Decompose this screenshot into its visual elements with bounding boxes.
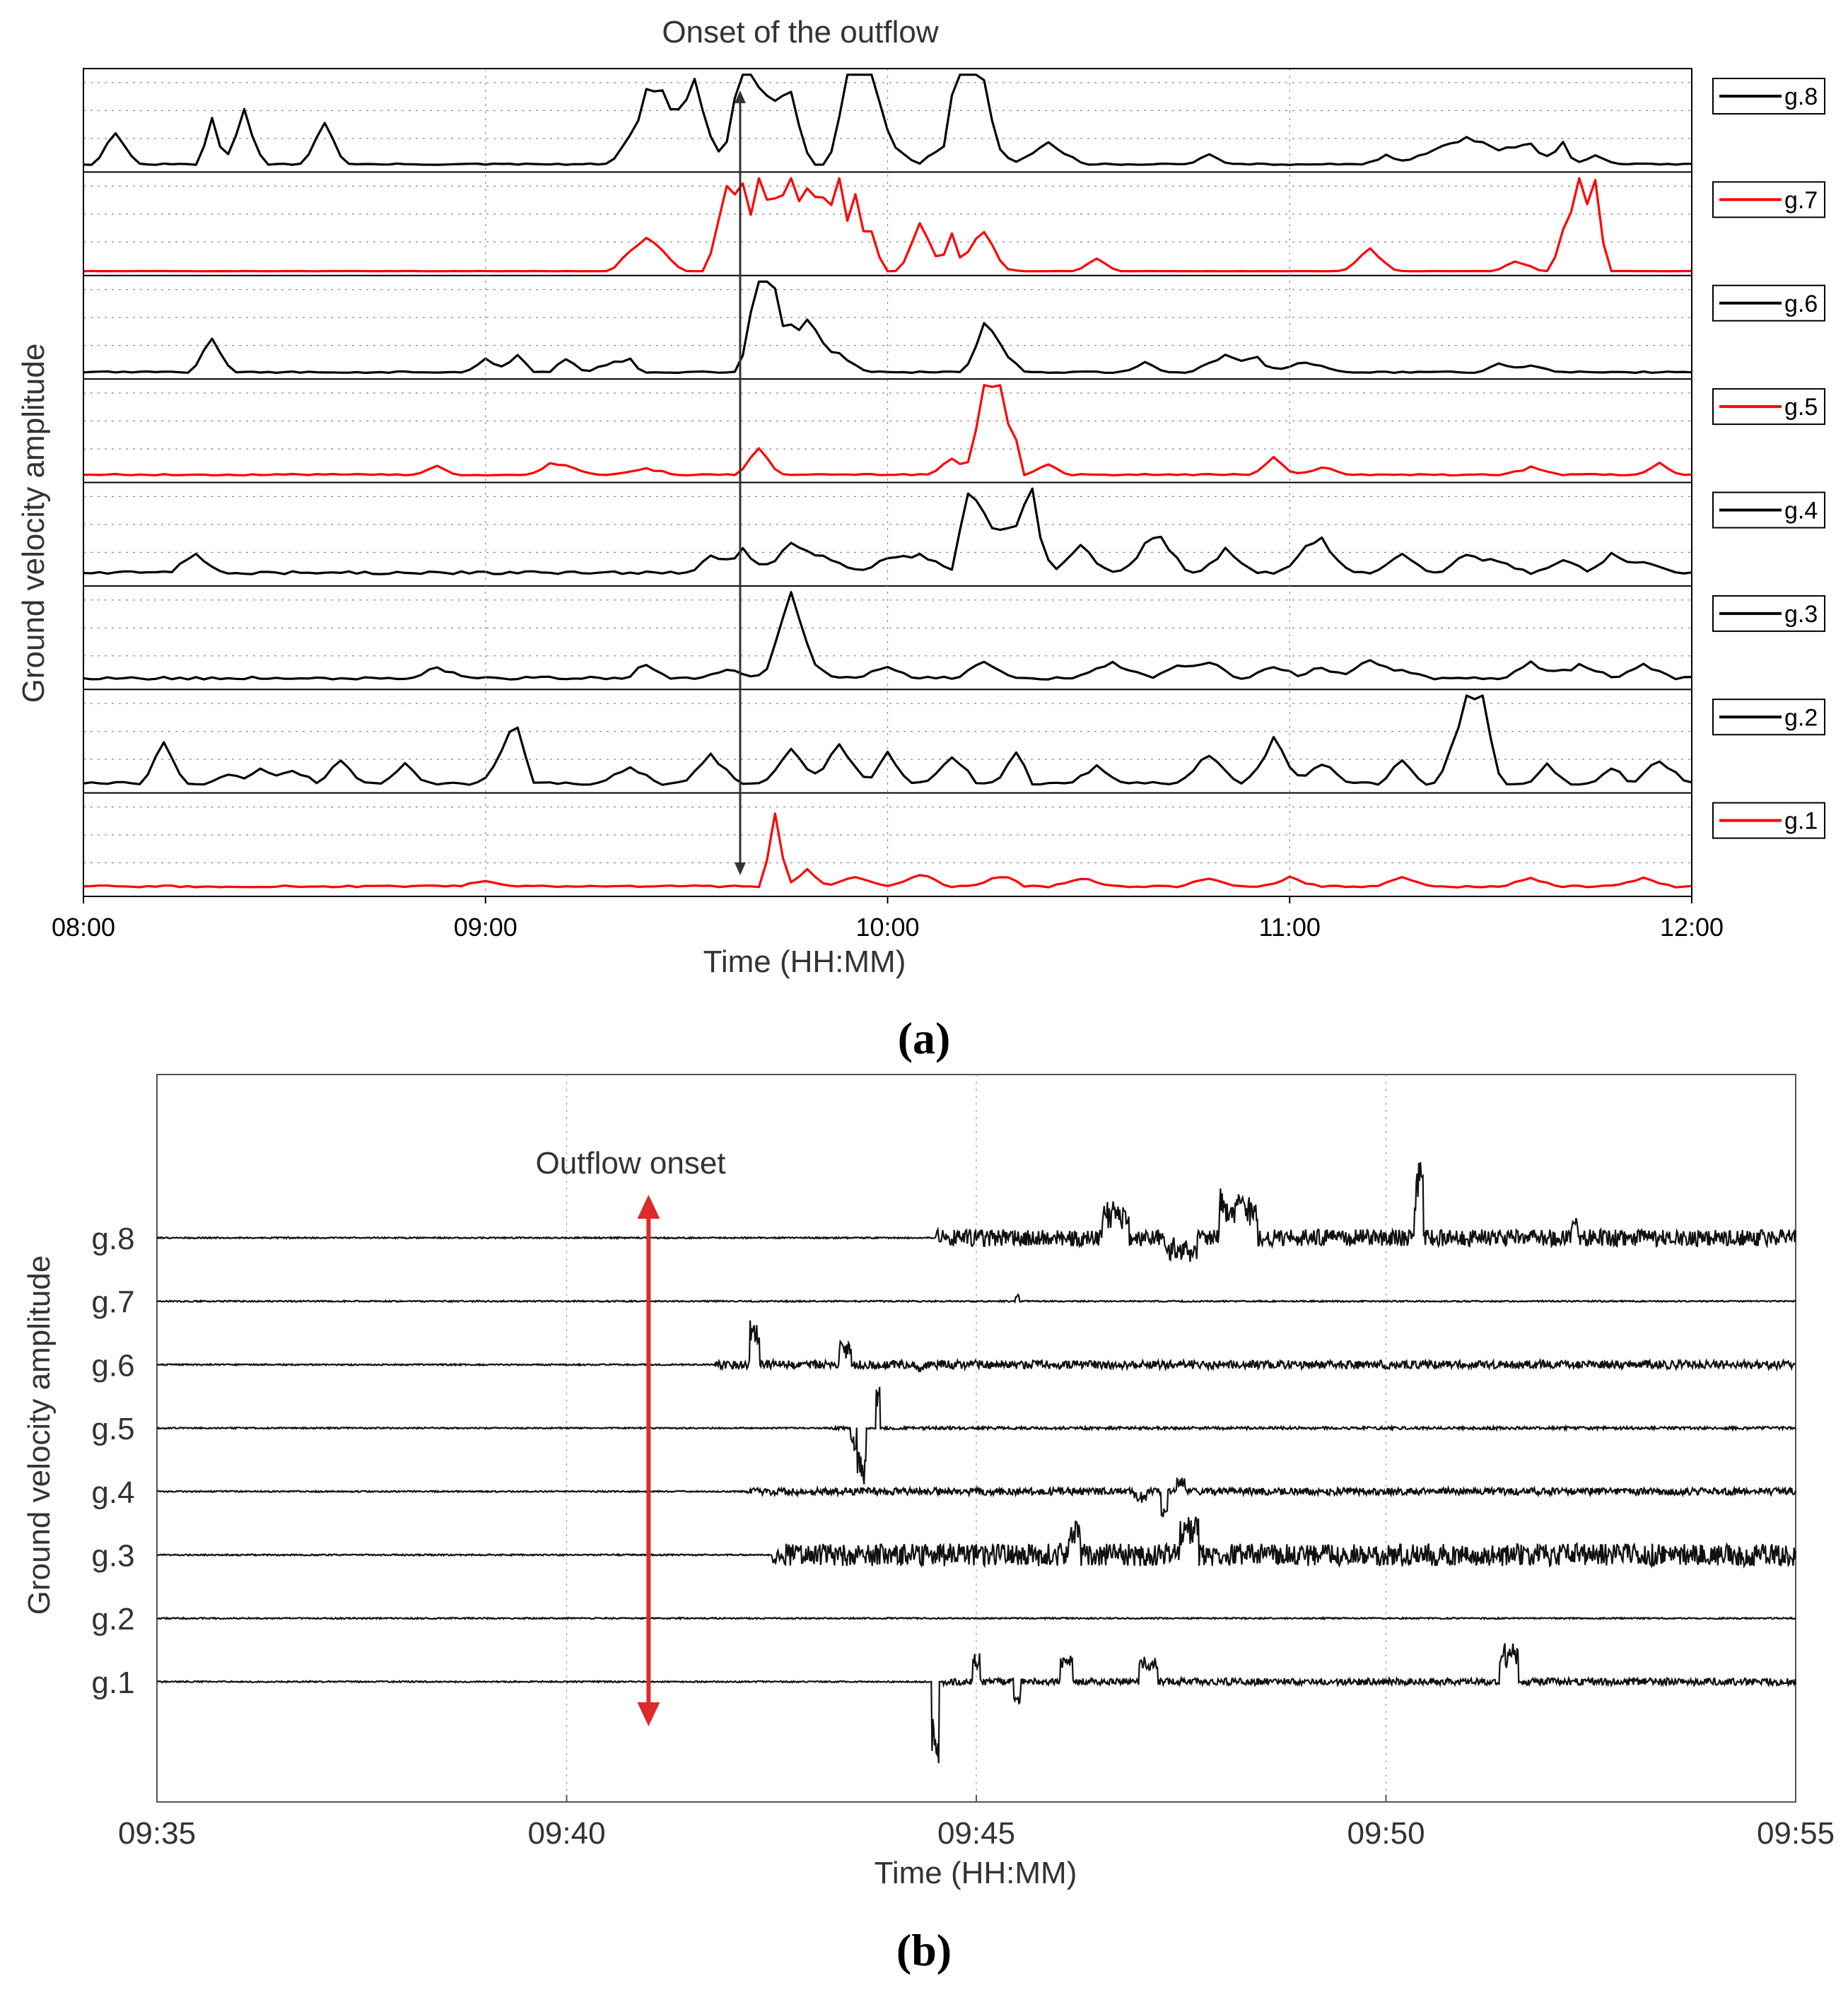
plot-frame (83, 68, 1692, 897)
legend-label-g.6: g.6 (1784, 291, 1818, 317)
plot-frame-b (156, 1074, 1796, 1803)
chart-panel-a: g.8 g.7 g.6 g.5 g.4 g.3 g.2 g.1 08:00 09:00 10:00 1… (16, 15, 1825, 979)
onset-arrowhead-down-b (637, 1702, 660, 1726)
onset-annotation: Onset of the outflow (662, 15, 939, 49)
panel-a-row-g.8: g.8 (83, 74, 1825, 173)
onset-arrowhead-up (734, 90, 746, 103)
legend-entry-g.3: g.3 (1712, 595, 1825, 632)
legend-label-g.3: g.3 (1784, 601, 1818, 628)
panel-a-row-g.6: g.6 (83, 280, 1825, 380)
trace-g.5 (156, 1386, 1796, 1485)
trace-g.1 (156, 1643, 1797, 1764)
x-tick-label-b: 09:55 (1757, 1816, 1835, 1851)
series-line-g.1 (83, 812, 1692, 889)
legend-label-g.2: g.2 (1784, 704, 1818, 731)
legend-entry-g.8: g.8 (1712, 78, 1825, 115)
series-line-g.6 (83, 280, 1692, 374)
legend-label-g.7: g.7 (1784, 187, 1818, 213)
onset-annotation-b: Outflow onset (535, 1146, 725, 1181)
legend-label-g.8: g.8 (1784, 83, 1818, 110)
x-tick-label: 09:00 (454, 913, 517, 942)
onset-arrowhead-up-b (637, 1195, 660, 1219)
onset-arrowhead-down (734, 862, 746, 875)
x-tick-label: 10:00 (855, 913, 919, 942)
x-tick-label-b: 09:35 (118, 1816, 196, 1851)
trace-g.3 (156, 1516, 1797, 1569)
trace-g.4 (156, 1477, 1797, 1518)
panel-a-row-g.3: g.3 (83, 591, 1825, 691)
panel-a-row-g.1: g.1 (83, 802, 1825, 897)
series-line-g.3 (83, 591, 1692, 681)
trace-g.6 (156, 1320, 1796, 1374)
x-tick-label-b: 09:40 (527, 1816, 605, 1851)
x-tick-label-b: 09:45 (937, 1816, 1015, 1851)
y-tick-label-g.5: g.5 (91, 1412, 134, 1446)
series-line-g.5 (83, 384, 1692, 477)
legend-entry-g.1: g.1 (1712, 802, 1825, 839)
legend-label-g.4: g.4 (1784, 498, 1818, 525)
x-axis-label-b: Time (HH:MM) (875, 1856, 1077, 1890)
y-tick-label-g.4: g.4 (91, 1475, 134, 1510)
x-axis-label: Time (HH:MM) (703, 944, 906, 979)
legend-entry-g.2: g.2 (1712, 698, 1825, 736)
y-tick-label-g.1: g.1 (91, 1666, 134, 1700)
legend-label-g.1: g.1 (1784, 808, 1818, 835)
x-tick-label: 11:00 (1259, 913, 1321, 942)
panel-a-row-g.5: g.5 (83, 384, 1825, 484)
trace-g.2 (156, 1616, 1796, 1621)
y-axis-label-b: Ground velocity amplitude (22, 1256, 57, 1615)
y-tick-label-g.3: g.3 (91, 1539, 134, 1574)
y-tick-label-g.7: g.7 (91, 1285, 134, 1320)
chart-panel-b: 09:35 09:40 09:45 09:50 09:55 g.8 g.7 g.6 g.5 g.4… (22, 1074, 1835, 1890)
legend-entry-g.6: g.6 (1712, 284, 1825, 322)
x-tick-label-b: 09:50 (1347, 1816, 1425, 1851)
panel-a-row-g.7: g.7 (83, 177, 1825, 276)
series-line-g.8 (83, 74, 1692, 166)
series-line-g.2 (83, 694, 1692, 786)
trace-g.7 (156, 1293, 1796, 1304)
y-tick-label-g.8: g.8 (91, 1222, 134, 1256)
series-line-g.7 (83, 177, 1692, 273)
y-tick-label-g.2: g.2 (91, 1602, 134, 1637)
y-axis-label: Ground velocity amplitude (16, 344, 51, 703)
x-tick-label: 12:00 (1660, 913, 1724, 942)
legend-entry-g.4: g.4 (1712, 491, 1825, 529)
x-tick-label: 08:00 (52, 913, 115, 942)
panel-a-row-g.2: g.2 (83, 694, 1825, 794)
trace-g.8 (156, 1162, 1797, 1263)
panel-a-row-g.4: g.4 (83, 487, 1825, 587)
legend-entry-g.7: g.7 (1712, 181, 1825, 218)
panel-label-a: (a) (897, 1013, 951, 1063)
legend-label-g.5: g.5 (1784, 394, 1818, 421)
panel-label-b: (b) (896, 1925, 952, 1975)
legend-entry-g.5: g.5 (1712, 388, 1825, 426)
y-tick-label-g.6: g.6 (91, 1348, 134, 1383)
